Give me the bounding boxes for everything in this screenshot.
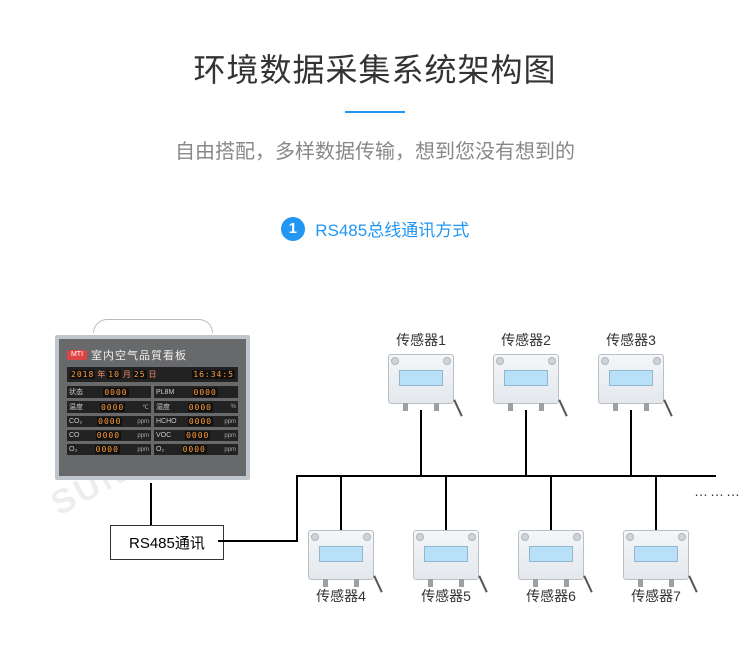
bus-line: [420, 410, 422, 475]
diagram-canvas: MTI 室内空气品質看板 2018年 10月 25日 16:34:5 状态000…: [0, 315, 750, 645]
bus-line: [445, 475, 447, 530]
bus-line: [150, 483, 152, 525]
bus-line: [340, 475, 342, 530]
sensor-box: [493, 354, 559, 404]
panel-hanger: [93, 319, 213, 333]
display-panel: MTI 室内空气品質看板 2018年 10月 25日 16:34:5 状态000…: [55, 335, 250, 480]
sensor-label: 传感器7: [621, 586, 691, 606]
bus-main: [296, 475, 716, 477]
rs485-label: RS485通讯: [110, 525, 224, 560]
section-label: 1 RS485总线通讯方式: [0, 216, 750, 241]
sensor-box: [413, 530, 479, 580]
bus-line: [655, 475, 657, 530]
sensor-node: 传感器2: [491, 330, 561, 404]
subtitle: 自由搭配，多样数据传输，想到您没有想到的: [0, 135, 750, 164]
sensor-node: 传感器7: [621, 530, 691, 606]
sensor-label: 传感器5: [411, 586, 481, 606]
section-badge-text: RS485总线通讯方式: [315, 221, 469, 240]
sensor-label: 传感器1: [386, 330, 456, 350]
sensor-node: 传感器3: [596, 330, 666, 404]
bus-line: [630, 410, 632, 475]
sensor-node: 传感器4: [306, 530, 376, 606]
sensor-label: 传感器3: [596, 330, 666, 350]
sensor-box: [623, 530, 689, 580]
sensor-label: 传感器2: [491, 330, 561, 350]
bus-line: [296, 475, 298, 542]
sensor-node: 传感器5: [411, 530, 481, 606]
sensor-node: 传感器1: [386, 330, 456, 404]
sensor-box: [388, 354, 454, 404]
bus-line: [550, 475, 552, 530]
bus-line: [525, 410, 527, 475]
sensor-box: [308, 530, 374, 580]
continuation-dots: ………: [694, 483, 742, 499]
sensor-box: [598, 354, 664, 404]
panel-title: 室内空气品質看板: [91, 347, 187, 363]
sensor-label: 传感器4: [306, 586, 376, 606]
section-badge: 1: [281, 217, 305, 241]
panel-date: 2018年 10月 25日 16:34:5: [67, 367, 238, 382]
panel-logo: MTI: [67, 350, 87, 360]
main-title: 环境数据采集系统架构图: [0, 45, 750, 91]
title-underline: [345, 111, 405, 113]
sensor-box: [518, 530, 584, 580]
bus-line: [218, 540, 298, 542]
sensor-node: 传感器6: [516, 530, 586, 606]
sensor-label: 传感器6: [516, 586, 586, 606]
